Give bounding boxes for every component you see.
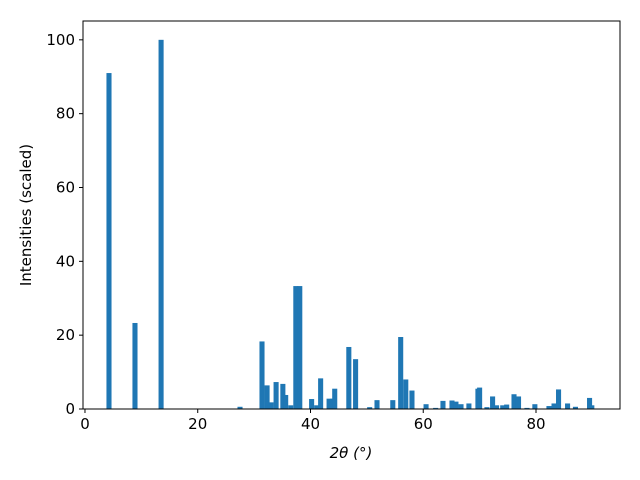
- bar: [280, 383, 286, 409]
- bar: [440, 400, 446, 409]
- y-tick-label: 100: [46, 31, 75, 49]
- bar: [500, 405, 506, 409]
- x-axis-label: 2θ (°): [330, 444, 373, 462]
- y-tick-label: 0: [65, 400, 75, 418]
- y-tick-label: 40: [56, 252, 75, 270]
- bar: [587, 397, 593, 409]
- y-tick-label: 80: [56, 105, 75, 123]
- bar: [398, 337, 404, 409]
- bar: [515, 396, 522, 409]
- bar: [490, 396, 496, 409]
- bar: [565, 403, 571, 409]
- plot-area: [106, 39, 595, 409]
- x-tick-label: 60: [414, 415, 433, 433]
- bar: [283, 394, 289, 409]
- y-tick-label: 60: [56, 178, 75, 196]
- bar: [158, 39, 164, 409]
- bar: [353, 359, 359, 409]
- bar: [318, 378, 324, 409]
- bar: [511, 394, 517, 409]
- y-axis-label: Intensities (scaled): [17, 144, 35, 286]
- bar: [259, 341, 265, 409]
- bar: [546, 406, 552, 409]
- bar: [493, 405, 500, 409]
- bar: [458, 404, 464, 409]
- bar: [106, 73, 112, 409]
- bar: [504, 404, 510, 409]
- bar: [309, 399, 315, 409]
- x-tick-label: 80: [526, 415, 545, 433]
- bar: [293, 286, 299, 409]
- bar: [403, 379, 409, 409]
- bar: [288, 405, 294, 409]
- bar: [390, 400, 396, 409]
- bar: [556, 389, 562, 409]
- bar: [433, 407, 439, 409]
- x-tick-label: 40: [301, 415, 320, 433]
- bar: [314, 405, 320, 409]
- bar: [346, 346, 352, 409]
- bar: [524, 407, 530, 409]
- bar: [264, 385, 270, 409]
- bar: [332, 388, 338, 409]
- bar: [466, 403, 472, 409]
- bar: [423, 404, 429, 409]
- axes-frame: [82, 20, 621, 410]
- bar: [367, 407, 373, 409]
- bar: [551, 403, 557, 409]
- bar: [132, 322, 138, 409]
- x-tick-label: 0: [80, 415, 90, 433]
- bar: [268, 402, 274, 409]
- bar: [326, 398, 332, 409]
- x-tick-label: 20: [188, 415, 207, 433]
- y-tick-label: 20: [56, 326, 75, 344]
- bar: [484, 407, 490, 409]
- bar: [589, 405, 595, 409]
- bar: [449, 400, 455, 409]
- bar: [572, 406, 578, 409]
- bar: [453, 401, 459, 409]
- bar: [409, 390, 415, 409]
- bar: [237, 406, 243, 409]
- bar: [374, 400, 380, 409]
- bar: [273, 382, 279, 409]
- bar: [532, 404, 538, 409]
- bar: [477, 387, 483, 409]
- bar: [297, 286, 303, 409]
